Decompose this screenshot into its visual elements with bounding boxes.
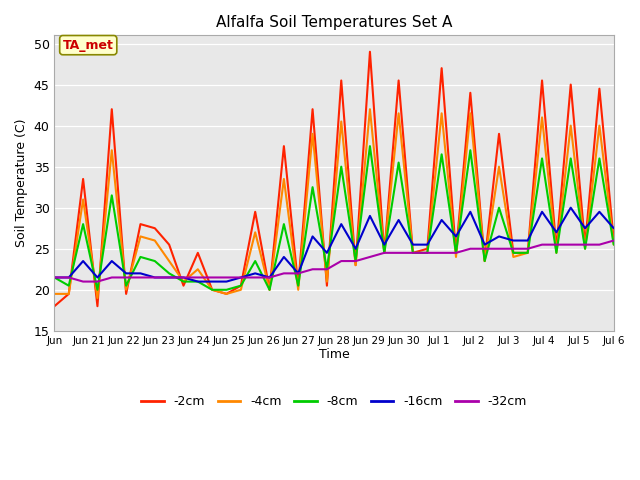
Title: Alfalfa Soil Temperatures Set A: Alfalfa Soil Temperatures Set A	[216, 15, 452, 30]
X-axis label: Time: Time	[319, 348, 349, 361]
Text: TA_met: TA_met	[63, 38, 114, 52]
Y-axis label: Soil Temperature (C): Soil Temperature (C)	[15, 119, 28, 247]
Legend: -2cm, -4cm, -8cm, -16cm, -32cm: -2cm, -4cm, -8cm, -16cm, -32cm	[136, 390, 532, 413]
